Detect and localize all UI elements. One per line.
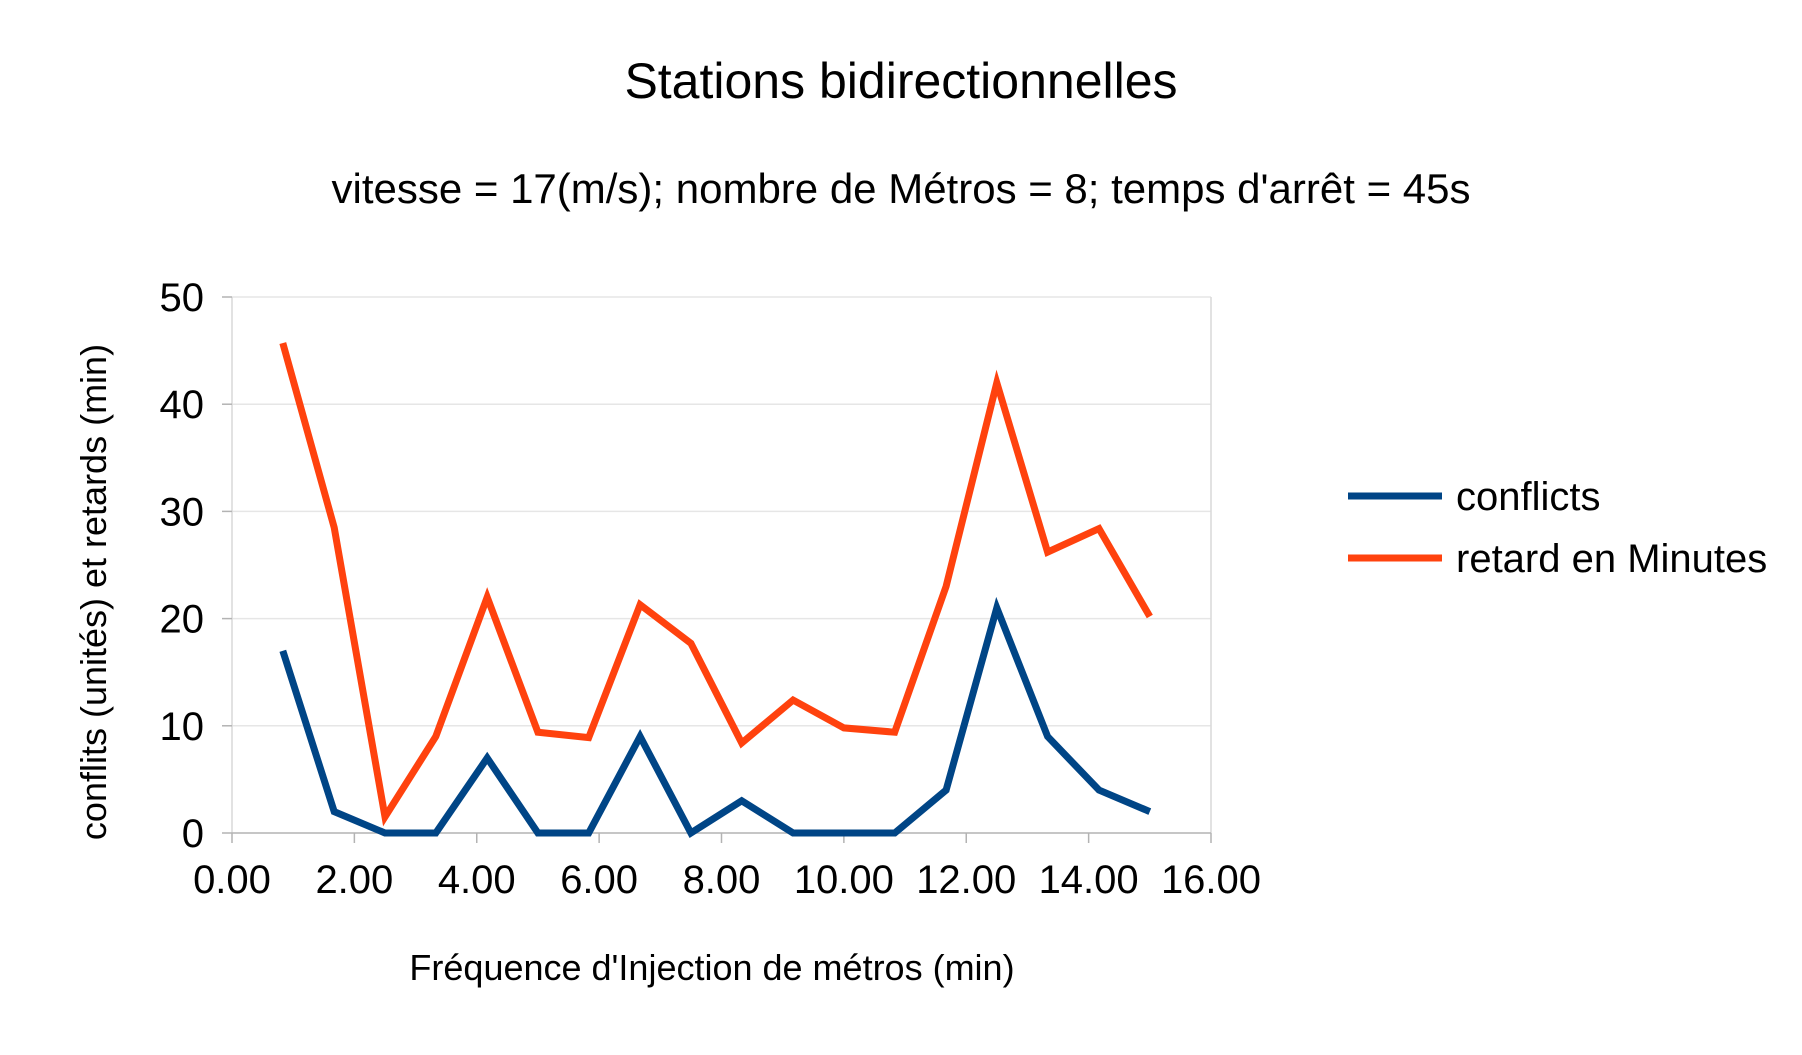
y-tick-label: 50 [160,276,205,320]
data-point [435,736,436,737]
x-tick-label: 14.00 [1039,858,1139,902]
legend-label-1: conflicts [1456,475,1601,519]
data-point [946,586,947,587]
data-point [334,811,335,812]
data-point [588,833,589,834]
y-tick-label: 10 [160,705,205,749]
series-line-1 [279,596,1152,838]
data-point [640,736,641,737]
data-point [894,833,895,834]
data-point [1099,528,1100,529]
data-point [894,732,895,733]
y-tick-label: 30 [160,490,205,534]
data-point [282,650,283,651]
data-point [384,833,385,834]
x-tick-label: 10.00 [794,858,894,902]
data-point [282,343,283,344]
data-point [843,727,844,728]
x-tick-label: 4.00 [438,858,516,902]
data-point [1047,736,1048,737]
data-point [843,833,844,834]
legend-label-2: retard en Minutes [1456,537,1767,581]
y-tick-label: 0 [182,812,204,856]
y-tick-label: 40 [160,383,205,427]
x-tick-label: 16.00 [1161,858,1261,902]
data-point [793,833,794,834]
data-point [588,737,589,738]
data-point [690,643,691,644]
x-axis-label: Fréquence d'Injection de métros (min) [409,947,1014,988]
x-axis-ticks: 0.00 2.00 4.00 6.00 8.00 10.00 12.00 14.00 16.00 [193,833,1261,902]
x-tick-label: 6.00 [560,858,638,902]
data-point [384,816,385,817]
chart-subtitle: vitesse = 17(m/s); nombre de Métros = 8;… [331,165,1470,212]
data-point [1099,790,1100,791]
series-line-2 [279,342,1153,827]
data-point [1047,552,1048,553]
data-point [996,607,997,608]
x-tick-label: 12.00 [916,858,1016,902]
data-point [640,604,641,605]
data-point [946,790,947,791]
y-axis-label: conflits (unités) et retards (min) [73,344,114,840]
grid-lines [232,296,1211,727]
y-tick-label: 20 [160,598,205,642]
series-lines [279,342,1153,838]
data-point [435,833,436,834]
x-tick-label: 2.00 [315,858,393,902]
chart-title: Stations bidirectionnelles [624,53,1177,109]
data-point [334,527,335,528]
data-point [487,597,488,598]
data-point [1149,811,1150,812]
data-point [537,732,538,733]
legend: conflicts retard en Minutes [1348,475,1767,581]
data-point [690,833,691,834]
data-point [793,700,794,701]
data-point [537,833,538,834]
x-tick-label: 0.00 [193,858,271,902]
data-point [1149,616,1150,617]
y-axis-ticks: 0 10 20 30 40 50 [160,276,232,856]
data-point [741,742,742,743]
data-point [487,757,488,758]
data-point [996,382,997,383]
data-point [741,800,742,801]
x-tick-label: 8.00 [683,858,761,902]
